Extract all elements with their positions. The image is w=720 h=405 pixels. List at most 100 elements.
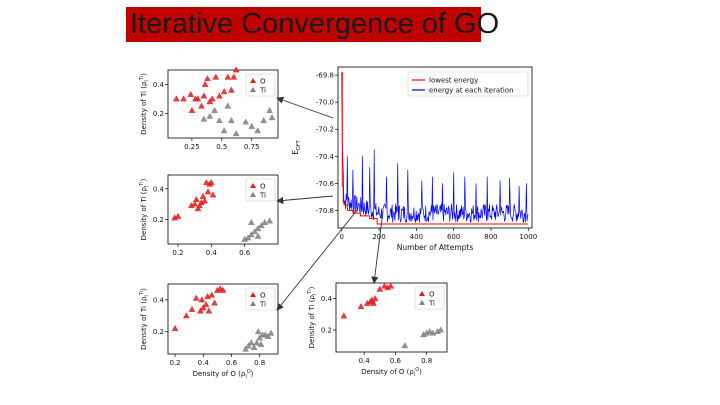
x-tick-label: 0.25: [184, 143, 200, 151]
legend-marker: [419, 300, 425, 305]
scatter-point-Ti: [401, 342, 409, 349]
legend-label: O: [260, 183, 266, 191]
x-tick-label: 1000: [519, 233, 537, 241]
y-tick-label: 0.2: [153, 328, 164, 336]
scatter-point-Ti: [261, 218, 269, 225]
scatter-point-O: [211, 299, 218, 306]
scatter-point-O: [204, 75, 211, 82]
scatter-point-O: [187, 90, 195, 97]
scatter-panel-scatter-mid: 0.2 0.4 0.6 0.2 0.4 OTi Density of Ti (ρlTi): [139, 174, 279, 257]
scatter-point-O: [212, 73, 220, 80]
scatter-point-Ti: [247, 339, 255, 346]
x-tick-label: 0.6: [239, 249, 251, 257]
scatter-point-O: [216, 92, 223, 99]
x-tick-label: 800: [484, 233, 497, 241]
scatter-point-Ti: [206, 112, 214, 119]
scatter-point-O: [192, 195, 200, 202]
legend-marker: [250, 78, 256, 83]
y-tick-label: -70.6: [316, 180, 335, 188]
scatter-point-O: [198, 102, 205, 109]
arrow-to-bottom-left-panel: [276, 208, 359, 311]
legend-label: Ti: [259, 301, 266, 309]
y-tick-label: 0.2: [153, 110, 164, 118]
scatter-point-Ti: [257, 340, 265, 347]
scatter-point-O: [204, 293, 211, 300]
energy-panel: 0 200 400 600 800 1000 -69.8 -70.0 -70.2 -70.4 -70…: [291, 66, 537, 252]
series-energy-at-each-iteration: [341, 72, 529, 223]
legend-label: lowest energy: [429, 77, 478, 85]
x-tick-label: 0.4: [206, 249, 218, 257]
legend-label: Ti: [259, 87, 266, 95]
scatter-point-O: [208, 291, 216, 298]
scatter-point-Ti: [264, 332, 272, 339]
x-axis-label: Number of Attempts: [397, 243, 474, 252]
scatter-point-O: [173, 95, 180, 102]
scatter-point-O: [182, 312, 190, 319]
scatter-point-Ti: [266, 106, 273, 113]
scatter-point-Ti: [437, 326, 445, 333]
scatter-point-O: [232, 66, 240, 73]
x-tick-label: 0.2: [172, 249, 183, 257]
y-tick-label: -70.2: [316, 126, 334, 134]
scatter-point-Ti: [254, 225, 262, 232]
x-tick-label: 0.6: [390, 357, 402, 365]
scatter-point-Ti: [260, 117, 267, 124]
energy-lines: [341, 71, 529, 225]
scatter-point-Ti: [426, 328, 434, 335]
legend-label: O: [260, 292, 266, 300]
scatter-panel-scatter-bottom-right: 0.4 0.6 0.8 0.2 0.4 OTi Density of Ti (ρlTi) De…: [307, 282, 448, 378]
scatter-point-O: [174, 212, 182, 219]
scatter-point-O: [194, 205, 202, 212]
y-tick-label: -70.8: [316, 207, 334, 215]
x-tick-label: 0.75: [244, 143, 260, 151]
scatter-point-Ti: [216, 117, 223, 124]
x-tick-label: 600: [447, 233, 460, 241]
scatter-point-O: [201, 197, 209, 204]
scatter-point-O: [191, 200, 199, 207]
x-tick-label: 0.2: [169, 359, 180, 367]
scatter-point-O: [387, 282, 395, 289]
x-tick-label: 0.8: [254, 359, 265, 367]
scatter-point-O: [376, 285, 384, 292]
legend-label: Ti: [428, 300, 435, 308]
legend-marker: [250, 192, 256, 197]
y-axis-label: EDFT: [291, 139, 302, 154]
scatter-point-O: [200, 92, 208, 99]
scatter-point-O: [202, 179, 210, 186]
y-tick-label: 0.2: [321, 327, 332, 335]
scatter-point-Ti: [253, 339, 261, 346]
scatter-point-Ti: [256, 334, 264, 341]
y-tick-label: 0.4: [321, 295, 333, 303]
x-tick-label: 0.8: [421, 357, 432, 365]
legend-marker: [250, 301, 256, 306]
scatter-point-Ti: [244, 234, 252, 241]
title-banner: Iterative Convergence of GO: [126, 7, 499, 42]
scatter-point-Ti: [254, 127, 262, 134]
scatter-point-O: [205, 307, 213, 314]
scatter-point-Ti: [228, 117, 235, 124]
scatter-point-Ti: [267, 329, 275, 336]
y-tick-label: 0.2: [153, 216, 164, 224]
scatter-point-O: [188, 305, 196, 312]
scatter-point-O: [188, 106, 196, 113]
scatter-point-O: [230, 73, 238, 80]
scatter-point-Ti: [245, 342, 252, 349]
y-axis-label: Density of Ti (ρlTi): [139, 178, 150, 240]
x-tick-label: 0.4: [359, 357, 371, 365]
x-tick-label: 200: [372, 233, 385, 241]
scatter-point-O: [208, 95, 216, 102]
scatter-point-Ti: [211, 106, 218, 113]
x-tick-label: 0.6: [226, 359, 238, 367]
arrow-to-bottom-right-panel: [371, 210, 384, 284]
scatter-point-O: [224, 73, 232, 80]
scatter-point-O: [357, 302, 365, 309]
scatter-point-Ti: [248, 122, 256, 129]
scatter-point-Ti: [242, 118, 250, 125]
scatter-point-Ti: [266, 217, 274, 224]
y-axis-label: Density of Ti (ρlTi): [139, 288, 150, 350]
y-tick-label: -70.4: [316, 153, 335, 161]
scatter-panel-scatter-bottom-left: 0.2 0.4 0.6 0.8 0.2 0.4 OTi Density of Ti (ρlTi…: [139, 283, 279, 380]
scatter-point-O: [381, 282, 388, 289]
scatter-point-O: [194, 95, 202, 102]
